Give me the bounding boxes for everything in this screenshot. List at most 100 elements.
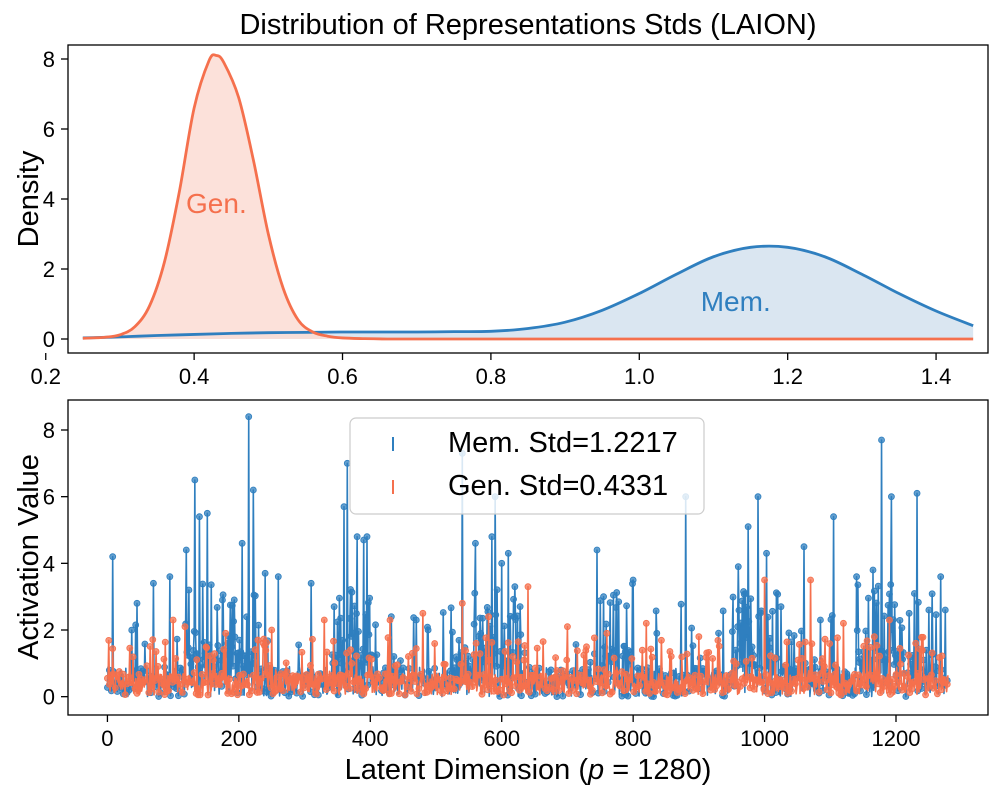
gen-point xyxy=(121,691,129,699)
gen-point xyxy=(551,673,559,681)
gen-point xyxy=(821,635,829,643)
mem-point xyxy=(361,648,369,656)
mem-point xyxy=(185,586,193,594)
gen-point xyxy=(761,576,768,584)
mem-point xyxy=(449,628,456,636)
mem-point xyxy=(902,693,910,700)
mem-point xyxy=(887,581,895,588)
mem-point xyxy=(719,607,727,615)
gen-point xyxy=(760,686,768,694)
density-areas xyxy=(82,54,974,340)
gen-point xyxy=(488,639,496,646)
gen-point xyxy=(647,645,655,653)
gen-point xyxy=(897,660,904,668)
gen-point xyxy=(326,679,334,687)
density-line-mem xyxy=(82,244,974,340)
gen-point xyxy=(817,670,825,677)
gen-point xyxy=(783,638,791,646)
gen-point xyxy=(636,682,644,689)
gen-point xyxy=(161,638,169,646)
gen-point xyxy=(265,671,273,679)
gen-point xyxy=(831,670,839,678)
gen-point xyxy=(105,637,113,644)
x-tick-label: 0.4 xyxy=(179,364,210,389)
gen-point xyxy=(141,676,149,684)
gen-point xyxy=(154,663,162,670)
gen-point xyxy=(719,689,726,696)
mem-point xyxy=(492,611,500,619)
gen-point xyxy=(892,671,900,678)
gen-point xyxy=(240,670,247,678)
gen-point xyxy=(468,683,476,691)
gen-point xyxy=(109,645,117,652)
gen-point xyxy=(758,678,766,686)
gen-point xyxy=(691,671,699,679)
mem-point xyxy=(191,476,199,484)
gen-point xyxy=(407,687,415,695)
mem-point xyxy=(735,606,743,614)
gen-point xyxy=(596,679,604,687)
gen-point xyxy=(932,677,939,685)
gen-point xyxy=(798,654,806,662)
gen-point xyxy=(695,633,703,641)
mem-point xyxy=(255,621,262,629)
gen-point xyxy=(200,679,208,686)
gen-point xyxy=(323,648,331,656)
gen-point xyxy=(318,675,326,683)
gen-point xyxy=(408,649,416,657)
gen-point xyxy=(573,690,581,698)
mem-point xyxy=(593,546,601,554)
gen-point xyxy=(282,659,290,667)
gen-point xyxy=(485,613,492,621)
mem-point xyxy=(689,642,697,650)
gen-point xyxy=(825,672,833,679)
mem-point xyxy=(615,598,623,606)
gen-point xyxy=(409,671,417,679)
mem-point xyxy=(626,648,634,656)
mem-point xyxy=(853,573,860,581)
gen-point xyxy=(860,642,868,650)
gen-point xyxy=(685,673,693,681)
mem-point xyxy=(600,593,607,601)
mem-point xyxy=(510,595,517,603)
mem-point xyxy=(236,636,243,644)
mem-point xyxy=(477,629,485,637)
mem-point xyxy=(763,549,770,557)
gen-point xyxy=(262,646,270,654)
annotation-mem: Mem. xyxy=(701,286,771,317)
mem-point xyxy=(219,591,227,599)
gen-point xyxy=(423,688,431,696)
gen-point xyxy=(934,690,941,698)
mem-point xyxy=(612,604,620,611)
gen-point xyxy=(188,679,196,686)
gen-point xyxy=(535,681,543,689)
mem-point xyxy=(830,513,837,521)
gen-point xyxy=(445,681,452,689)
mem-point xyxy=(514,612,521,620)
mem-point xyxy=(888,493,895,501)
gen-point xyxy=(312,690,320,698)
gen-point xyxy=(714,636,722,644)
mem-point xyxy=(500,622,508,630)
gen-point xyxy=(834,634,841,642)
gen-point xyxy=(819,678,827,685)
mem-point xyxy=(199,580,207,588)
legend-label-gen: Gen. Std=0.4331 xyxy=(448,470,668,502)
gen-point xyxy=(417,670,425,678)
gen-point xyxy=(728,669,736,677)
mem-point xyxy=(777,603,785,611)
mem-point xyxy=(744,523,752,531)
gen-point xyxy=(520,656,528,664)
mem-point xyxy=(828,612,836,619)
gen-point xyxy=(117,680,125,688)
gen-point xyxy=(928,649,936,657)
gen-point xyxy=(366,670,374,678)
gen-point xyxy=(642,619,650,627)
gen-point xyxy=(537,673,545,680)
mem-point xyxy=(870,587,878,595)
gen-point xyxy=(220,646,228,653)
gen-point xyxy=(725,685,732,693)
gen-point xyxy=(165,687,172,694)
mem-point xyxy=(587,658,594,666)
gen-point xyxy=(462,647,469,654)
